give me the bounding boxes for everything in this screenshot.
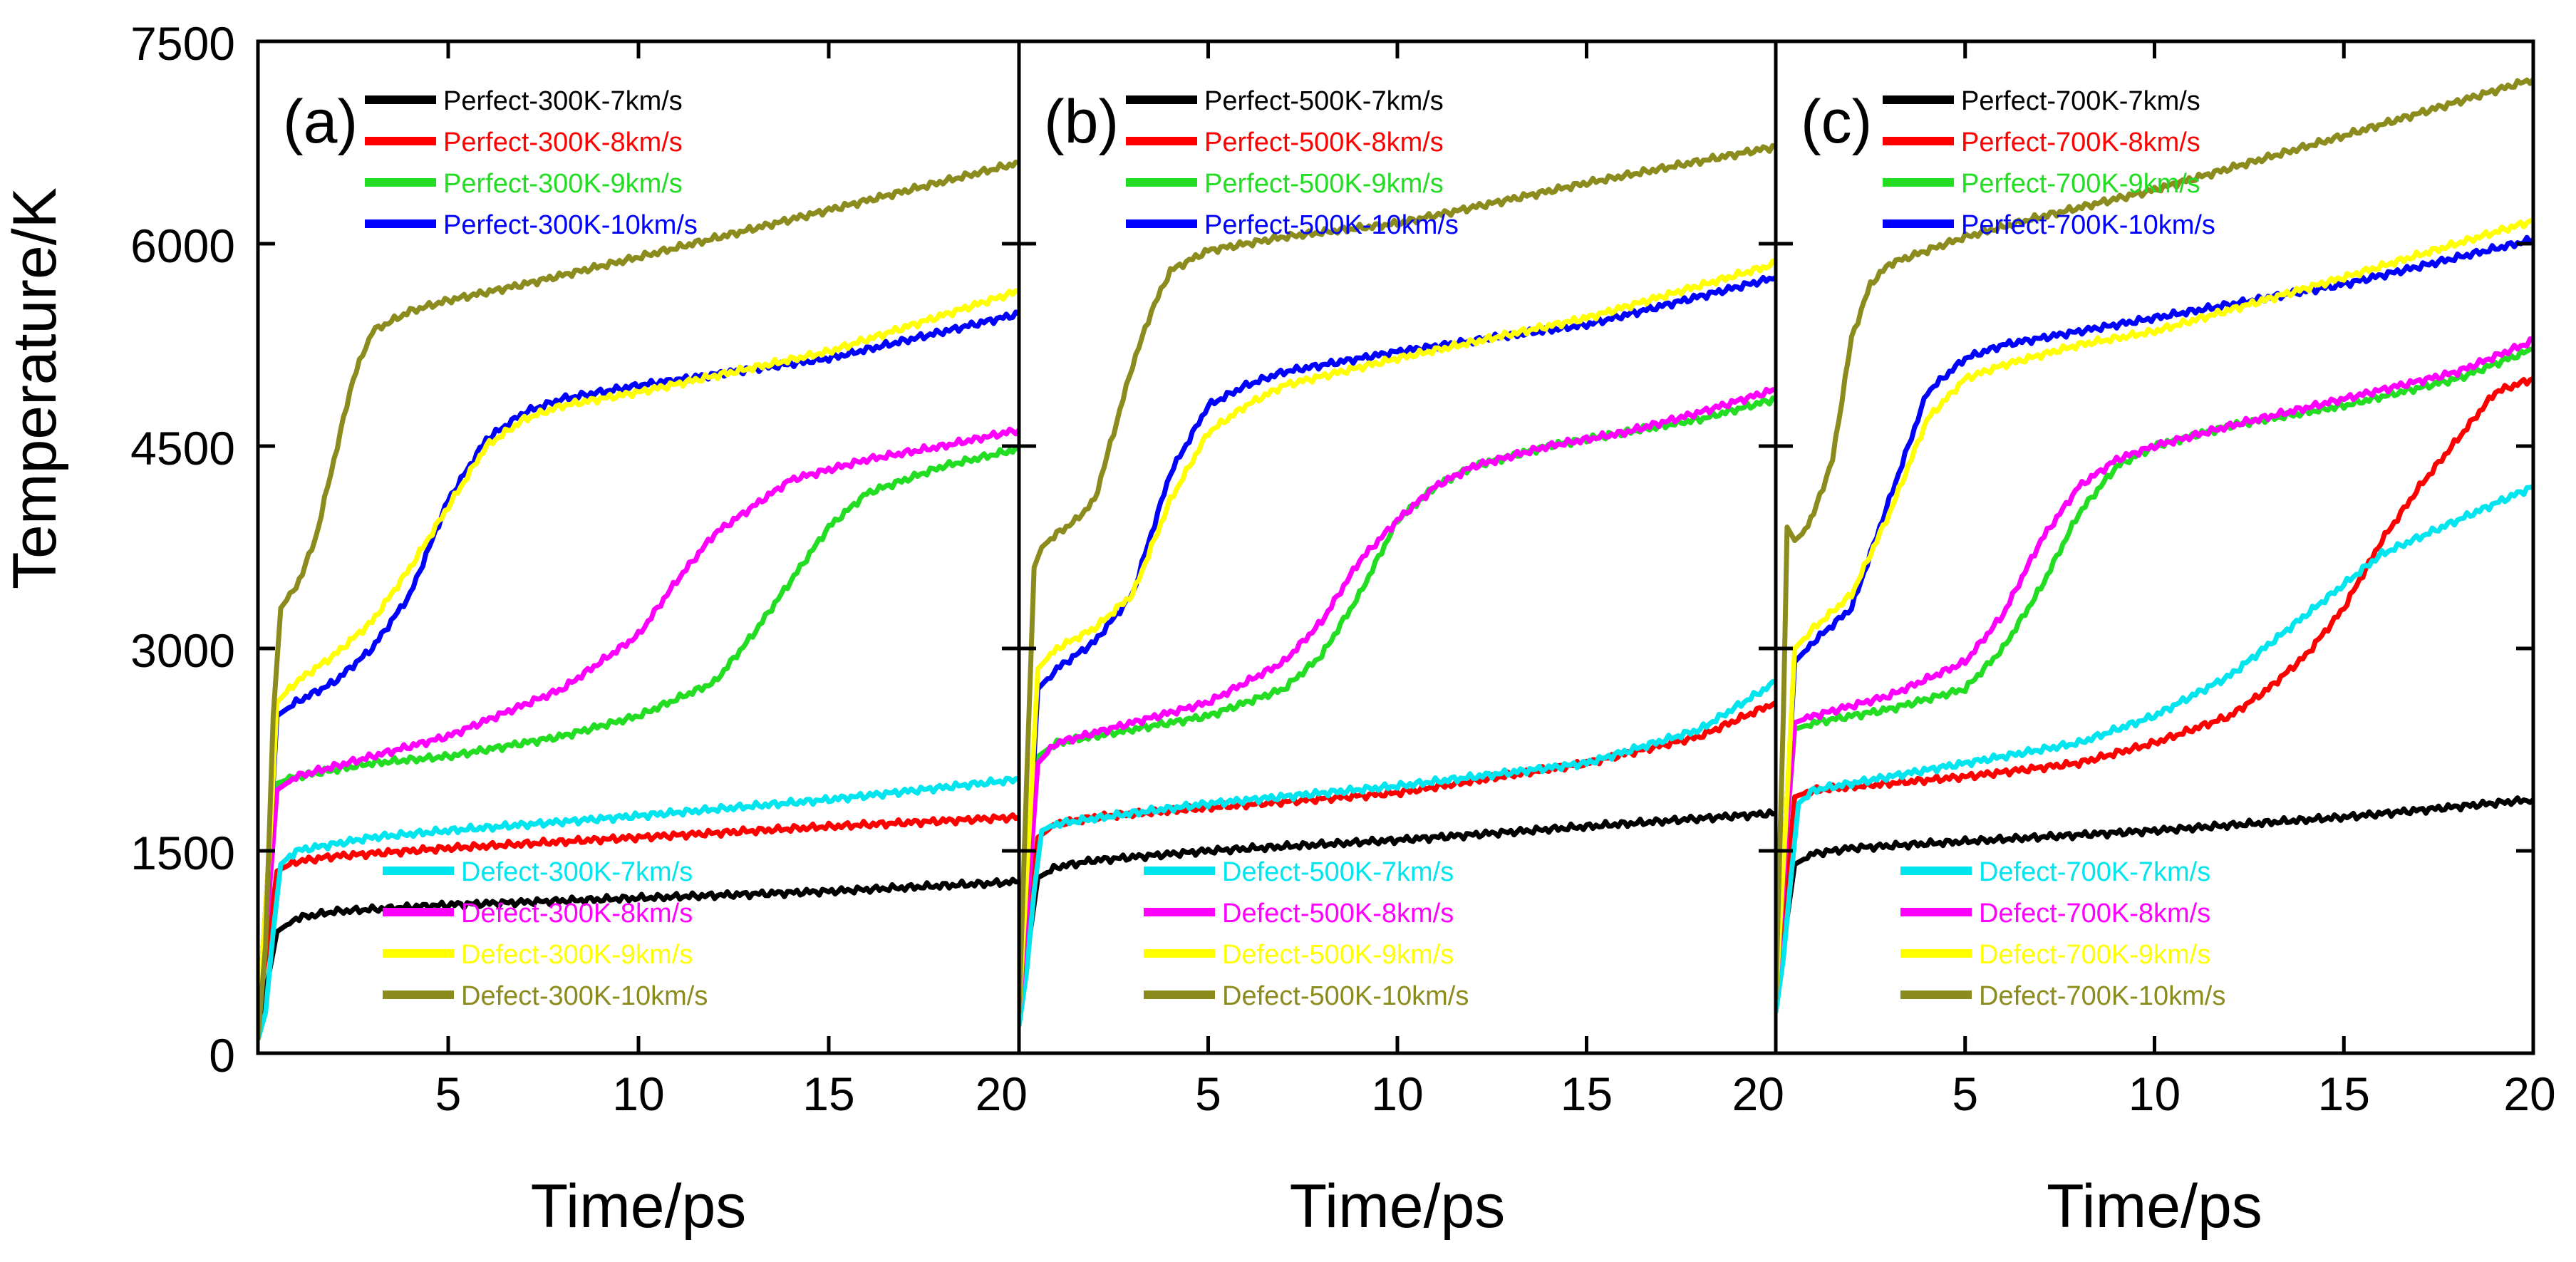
legend-label: Defect-300K-8km/s	[461, 899, 693, 929]
x-tick-label: 15	[802, 1067, 854, 1120]
x-axis-label: Time/ps	[531, 1172, 747, 1241]
legend-bottom: Defect-500K-7km/s Defect-500K-8km/s Defect…	[1144, 857, 1469, 1011]
legend-label: Perfect-700K-7km/s	[1961, 86, 2200, 116]
series-line	[258, 445, 1019, 1027]
series-line	[258, 426, 1019, 1027]
legend-label: Defect-300K-10km/s	[461, 981, 708, 1011]
legend-label: Defect-500K-8km/s	[1222, 899, 1454, 929]
legend-label: Defect-700K-9km/s	[1979, 940, 2210, 970]
legend-label: Defect-300K-9km/s	[461, 940, 693, 970]
x-tick-label: 15	[2318, 1067, 2370, 1120]
y-tick-label: 6000	[130, 219, 235, 272]
x-tick-label: 20	[1732, 1067, 1784, 1120]
legend-label: Defect-700K-7km/s	[1979, 857, 2210, 887]
panel-label: (c)	[1801, 88, 1872, 156]
series-lines	[258, 159, 1019, 1041]
series-line	[258, 288, 1019, 1027]
legend-label: Perfect-700K-9km/s	[1961, 169, 2200, 199]
legend-label: Perfect-300K-7km/s	[443, 86, 683, 116]
legend-top: Perfect-700K-7km/s Perfect-700K-8km/s Perf…	[1883, 86, 2215, 240]
series-line	[1019, 274, 1776, 1013]
series-line	[258, 812, 1019, 1013]
legend-label: Perfect-700K-8km/s	[1961, 128, 2200, 157]
series-line	[1019, 679, 1776, 1027]
x-tick-label: 5	[1952, 1067, 1978, 1120]
x-tick-label: 15	[1561, 1067, 1613, 1120]
legend-bottom: Defect-700K-7km/s Defect-700K-8km/s Defect…	[1900, 857, 2225, 1011]
y-tick-label: 0	[209, 1029, 235, 1082]
series-line	[1776, 795, 2533, 1000]
legend-label: Perfect-300K-8km/s	[443, 128, 683, 157]
series-line	[1019, 258, 1776, 1013]
legend-label: Perfect-300K-9km/s	[443, 169, 683, 199]
legend-label: Perfect-500K-8km/s	[1204, 128, 1444, 157]
series-line	[1776, 77, 2533, 1000]
series-line	[258, 159, 1019, 1040]
panel-b: 5 10 15 20(b)Time/psPerfect-500K-7km/sPerfe…	[1017, 39, 1784, 1241]
y-tick-label: 1500	[130, 827, 235, 879]
legend-label: Defect-500K-10km/s	[1222, 981, 1469, 1011]
plot-area: 0 1500 3000 4500 6000 7500 5 10 15 20 (a) Time/ps Pe…	[130, 17, 2556, 1241]
legend-label: Defect-700K-8km/s	[1979, 899, 2210, 929]
panel-label: (a)	[283, 88, 358, 156]
x-axis-label: Time/ps	[2047, 1172, 2262, 1241]
y-tick-label: 3000	[130, 624, 235, 677]
panel-label: (b)	[1044, 88, 1119, 156]
x-tick-label: 10	[1371, 1067, 1423, 1120]
y-tick-label: 4500	[130, 422, 235, 475]
series-line	[1019, 386, 1776, 1013]
legend-bottom: Defect-300K-7km/s Defect-300K-8km/s Defect…	[383, 857, 708, 1011]
panel-c: 5 10 15 20(c)Time/psPerfect-700K-7km/sPerfe…	[1774, 39, 2556, 1241]
legend-label: Perfect-500K-10km/s	[1204, 210, 1459, 240]
legend-label: Defect-500K-9km/s	[1222, 940, 1454, 970]
x-tick-label: 10	[612, 1067, 664, 1120]
legend-top: Perfect-300K-7km/s Perfect-300K-8km/s Perf…	[365, 86, 698, 240]
x-tick-label: 5	[435, 1067, 462, 1120]
panel-a: 5 10 15 20(a)Time/psPerfect-300K-7km/sPerfe…	[256, 39, 1028, 1241]
legend-label: Perfect-300K-10km/s	[443, 210, 698, 240]
legend-label: Defect-500K-7km/s	[1222, 857, 1454, 887]
series-line	[258, 309, 1019, 1027]
series-line	[1776, 218, 2533, 1000]
legend-label: Perfect-500K-9km/s	[1204, 169, 1444, 199]
series-line	[258, 775, 1019, 1041]
x-tick-label: 20	[976, 1067, 1028, 1120]
legend-label: Defect-700K-10km/s	[1979, 981, 2225, 1011]
x-tick-label: 10	[2128, 1067, 2181, 1120]
x-tick-label: 5	[1195, 1067, 1221, 1120]
y-axis-label: Temperature/K	[1, 187, 69, 589]
x-axis-label: Time/ps	[1290, 1172, 1506, 1241]
series-line	[1019, 808, 1776, 1013]
legend-label: Defect-300K-7km/s	[461, 857, 693, 887]
series-lines	[1776, 77, 2533, 1013]
legend-label: Perfect-700K-10km/s	[1961, 210, 2215, 240]
series-lines	[1019, 143, 1776, 1027]
legend-label: Perfect-500K-7km/s	[1204, 86, 1444, 116]
series-line	[1776, 234, 2533, 1000]
x-tick-label: 20	[2503, 1067, 2555, 1120]
legend-top: Perfect-500K-7km/s Perfect-500K-8km/s Perf…	[1126, 86, 1459, 240]
series-line	[1776, 336, 2533, 1000]
y-tick-label: 7500	[130, 17, 235, 70]
series-line	[1776, 484, 2533, 1013]
series-line	[1019, 143, 1776, 1013]
